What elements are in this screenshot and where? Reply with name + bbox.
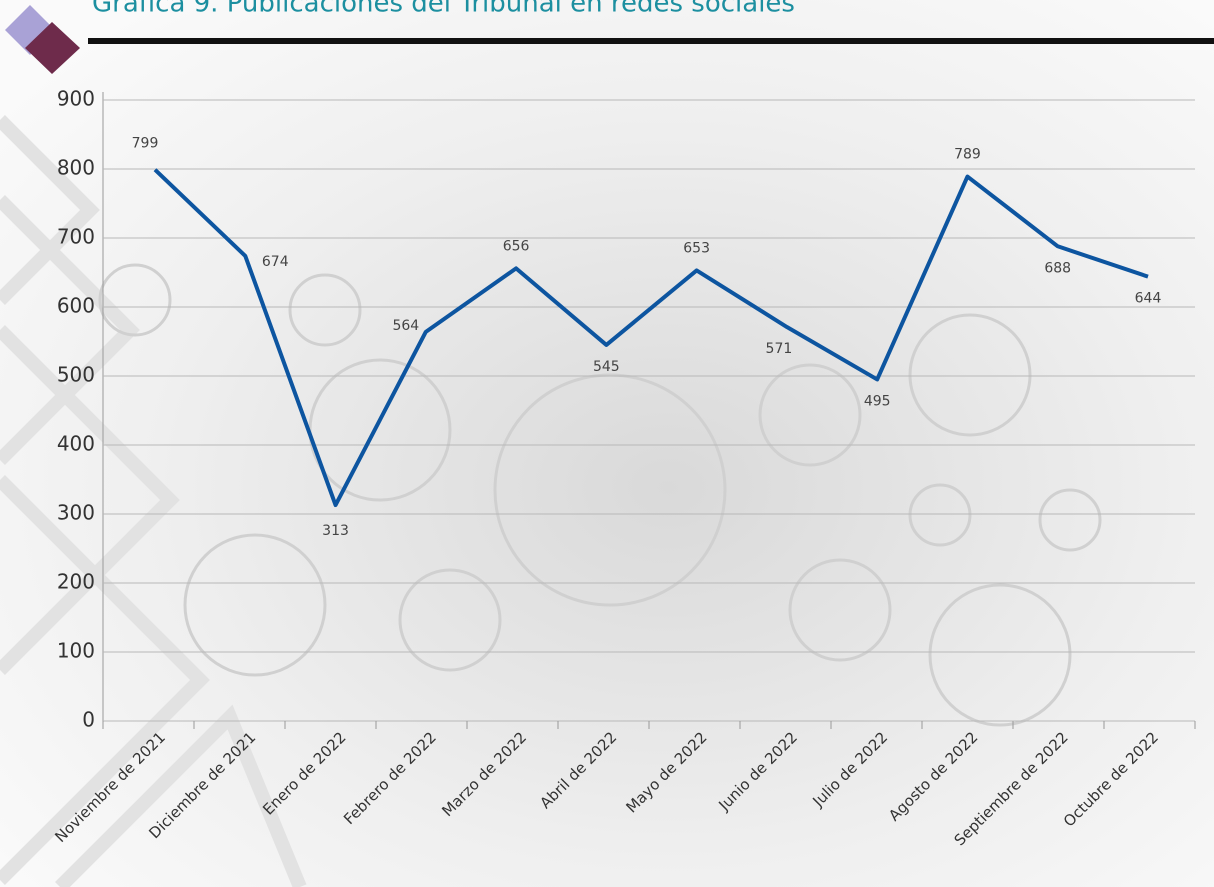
y-tick-label: 900 [57, 87, 95, 111]
y-tick-label: 300 [57, 501, 95, 525]
data-label: 571 [766, 341, 793, 357]
y-tick-label: 700 [57, 225, 95, 249]
y-tick-label: 600 [57, 294, 95, 318]
data-label: 564 [392, 318, 419, 334]
y-tick-label: 400 [57, 432, 95, 456]
data-label: 789 [954, 147, 981, 163]
data-label: 799 [132, 136, 159, 152]
data-label: 656 [503, 238, 530, 254]
y-tick-label: 100 [57, 639, 95, 663]
data-label: 674 [262, 254, 289, 270]
y-tick-label: 500 [57, 363, 95, 387]
y-tick-label: 200 [57, 570, 95, 594]
data-label: 495 [864, 393, 891, 409]
y-tick-label: 800 [57, 156, 95, 180]
data-label: 313 [322, 523, 349, 539]
chart-title: Gráfica 9. Publicaciones del Tribunal en… [92, 0, 795, 19]
chart: Gráfica 9. Publicaciones del Tribunal en… [0, 0, 1214, 887]
data-label: 688 [1044, 260, 1071, 276]
title-rule [88, 38, 1214, 44]
data-label: 653 [683, 240, 710, 256]
data-label: 545 [593, 359, 620, 375]
y-tick-label: 0 [82, 708, 95, 732]
data-label: 644 [1135, 291, 1162, 307]
